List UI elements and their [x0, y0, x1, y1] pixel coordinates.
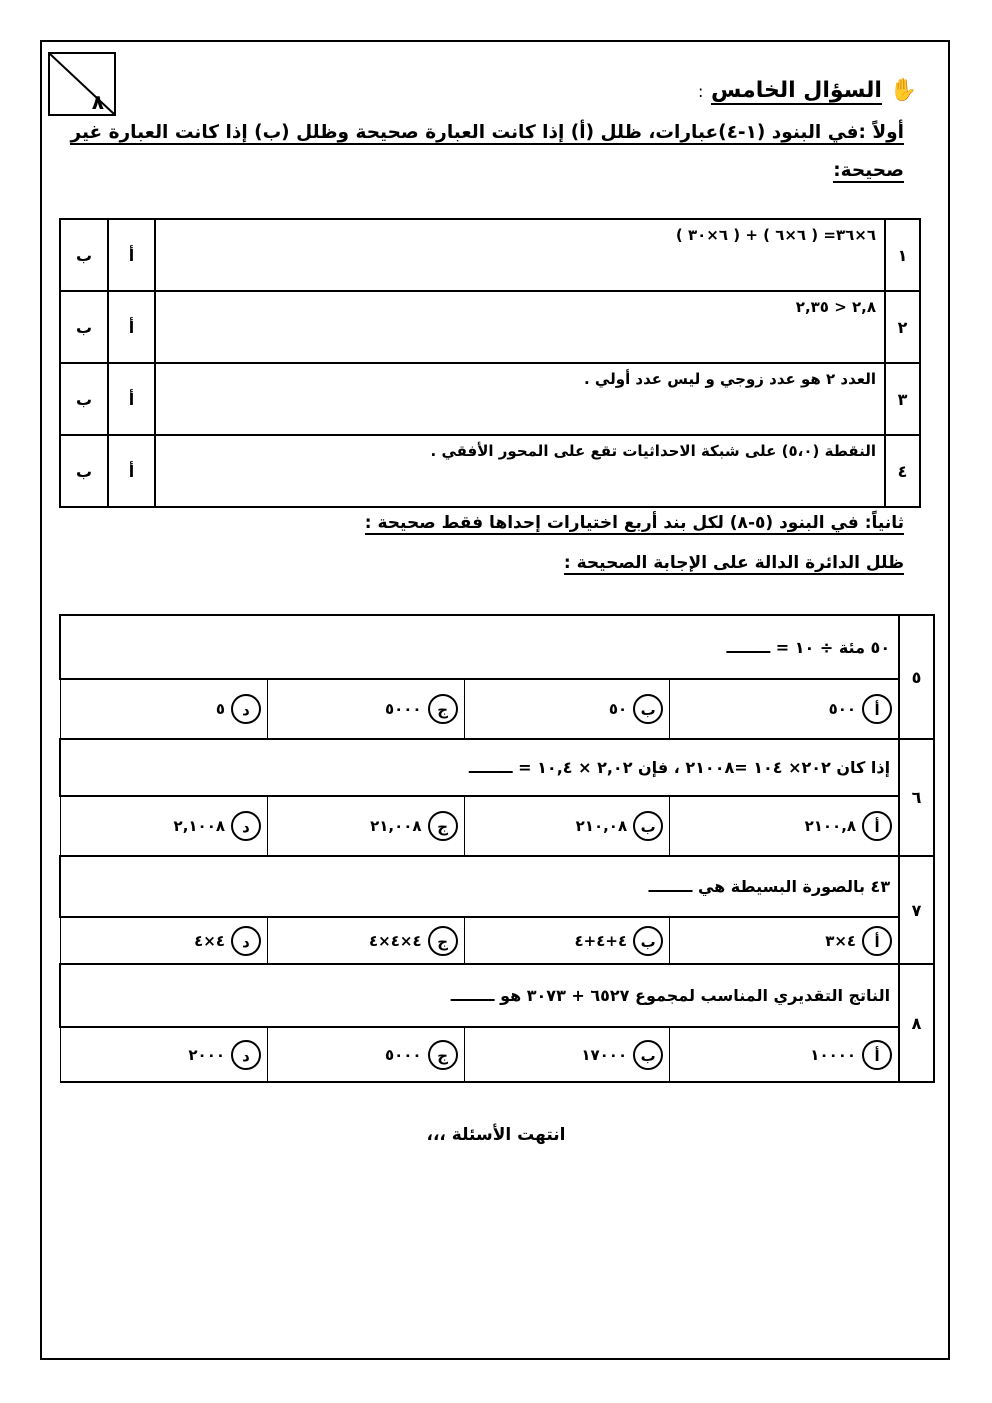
- question-row: ٥ ٥٠ مئة ÷ ١٠ = ــــــــ: [58, 614, 935, 740]
- statement-text: النقطة (٥،٠) على شبكة الاحداثيات تقع على…: [154, 434, 886, 508]
- part2-instruction-line2: ظلل الدائرة الدالة على الإجابة الصحيحة :: [563, 553, 904, 575]
- title-text: السؤال الخامس: [711, 78, 882, 105]
- answer-circle[interactable]: د: [231, 925, 262, 956]
- option-0[interactable]: أ ٤×٣: [669, 916, 900, 965]
- option-value: ٢٠٠٠: [188, 1045, 226, 1064]
- item-number: ٧: [898, 855, 935, 965]
- option-2[interactable]: ج ٢١,٠٠٨: [267, 795, 465, 857]
- answer-circle[interactable]: ب: [633, 694, 664, 724]
- answer-circle[interactable]: د: [231, 1039, 262, 1070]
- options-row: أ ٥٠٠ ب ٥٠ ج ٥٠٠٠ د٥: [59, 678, 934, 740]
- answer-circle[interactable]: ج: [427, 694, 458, 724]
- answer-circle[interactable]: د: [231, 694, 262, 724]
- answer-circle[interactable]: ب: [633, 811, 664, 841]
- question-text: ٥٠ مئة ÷ ١٠ = ــــــــ: [58, 614, 901, 680]
- option-value: ٤×٤: [194, 931, 226, 950]
- title-colon: :: [697, 82, 704, 101]
- answer-circle[interactable]: أ: [862, 694, 893, 724]
- option-2[interactable]: ج ٤×٤×٤: [267, 916, 465, 965]
- answer-circle[interactable]: أ: [862, 925, 893, 956]
- option-3[interactable]: د ٢,١٠٠٨: [59, 795, 269, 857]
- choice-a[interactable]: أ: [107, 290, 156, 364]
- part2-instruction-line1: ثانياً: في البنود (٥-٨) لكل بند أربع اخت…: [364, 513, 904, 535]
- end-text: انتهت الأسئلة ،،،: [426, 1125, 566, 1145]
- options-row: أ ٢١٠٠,٨ ب ٢١٠,٠٨ ج ٢١,٠٠٨ د ٢,١٠٠٨: [59, 795, 934, 857]
- statement-row: ٣ العدد ٢ هو عدد زوجي و ليس عدد أولي . أ…: [59, 362, 921, 436]
- statement-row: ٤ النقطة (٥،٠) على شبكة الاحداثيات تقع ع…: [59, 434, 921, 508]
- option-value: ٤×٣: [825, 931, 857, 950]
- option-value: ٢١,٠٠٨: [370, 817, 422, 835]
- option-value: ٥٠: [608, 700, 628, 718]
- answer-circle[interactable]: ج: [427, 1039, 458, 1070]
- item-number: ٣: [884, 362, 921, 436]
- score-box: ٨: [48, 52, 116, 116]
- section-title: ✋ السؤال الخامس :: [697, 78, 917, 105]
- part2-table: ٥ ٥٠ مئة ÷ ١٠ = ــــــــ أ٥٠٠ ب٥٠ ج٥٠٠٠ د٥ ٦ …: [58, 614, 935, 1083]
- item-number: ٦: [898, 738, 935, 857]
- option-value: ٢,١٠٠٨: [173, 817, 226, 835]
- option-0[interactable]: أ ٢١٠٠,٨: [669, 795, 900, 857]
- option-2[interactable]: ج ٥٠٠٠: [267, 678, 465, 740]
- option-2[interactable]: ج ٥٠٠٠: [267, 1026, 465, 1083]
- option-value: ٥٠٠٠: [384, 1045, 422, 1064]
- item-number: ٥: [898, 614, 935, 740]
- option-value: ٥: [215, 700, 226, 718]
- answer-circle[interactable]: ب: [633, 925, 664, 956]
- answer-circle[interactable]: ب: [633, 1039, 664, 1070]
- answer-circle[interactable]: د: [231, 811, 262, 841]
- option-1[interactable]: ب ٥٠: [463, 678, 671, 740]
- question-text: ٤٣ بالصورة البسيطة هي ــــــــ: [58, 855, 901, 918]
- question-text: الناتج التقديري المناسب لمجموع ٦٥٢٧ + ٣٠…: [58, 963, 901, 1028]
- answer-circle[interactable]: ج: [427, 811, 458, 841]
- option-1[interactable]: ب ٤+٤+٤: [463, 916, 671, 965]
- statement-text: ٦×٣٦= ( ٦×٦ ) + ( ٦×٣٠ ): [154, 218, 886, 292]
- choice-b[interactable]: ب: [59, 290, 109, 364]
- page-border: [40, 40, 950, 1360]
- options-row: أ ١٠٠٠٠ ب ١٧٠٠٠ ج ٥٠٠٠ د ٢٠٠٠: [59, 1026, 934, 1083]
- option-value: ٥٠٠٠: [384, 700, 422, 718]
- option-3[interactable]: د٥: [59, 678, 269, 740]
- hand-icon: ✋: [889, 78, 917, 103]
- choice-b[interactable]: ب: [59, 362, 109, 436]
- question-row: ٦ إذا كان ٢٠٢× ١٠٤ =٢١٠٠٨ ، فإن ٢,٠٢ × ١…: [58, 738, 935, 857]
- question-row: ٧ ٤٣ بالصورة البسيطة هي ــــــــ: [58, 855, 935, 965]
- choice-a[interactable]: أ: [107, 362, 156, 436]
- option-value: ٤×٤×٤: [368, 931, 422, 950]
- option-value: ٥٠٠: [828, 700, 857, 718]
- choice-b[interactable]: ب: [59, 218, 109, 292]
- answer-circle[interactable]: أ: [862, 811, 893, 841]
- statement-row: ٢ ٢,٨ < ٢,٣٥ أ ب: [59, 290, 921, 364]
- option-value: ٢١٠,٠٨: [575, 817, 628, 835]
- option-value: ١٧٠٠٠: [581, 1045, 628, 1064]
- statement-text: ٢,٨ < ٢,٣٥: [154, 290, 886, 364]
- option-value: ٤+٤+٤: [574, 931, 628, 950]
- item-number: ٢: [884, 290, 921, 364]
- item-number: ٤: [884, 434, 921, 508]
- option-3[interactable]: د ٢٠٠٠: [59, 1026, 269, 1083]
- question-row: ٨ الناتج التقديري المناسب لمجموع ٦٥٢٧ + …: [58, 963, 935, 1083]
- item-number: ٨: [898, 963, 935, 1083]
- item-number: ١: [884, 218, 921, 292]
- part1-instruction-line2: صحيحة:: [833, 160, 904, 183]
- choice-b[interactable]: ب: [59, 434, 109, 508]
- options-row: أ ٤×٣ ب ٤+٤+٤ ج ٤×٤×٤ د ٤×٤: [59, 916, 934, 965]
- option-0[interactable]: أ ٥٠٠: [669, 678, 900, 740]
- answer-circle[interactable]: ج: [427, 925, 458, 956]
- statement-text: العدد ٢ هو عدد زوجي و ليس عدد أولي .: [154, 362, 886, 436]
- option-value: ٢١٠٠,٨: [804, 817, 857, 835]
- choice-a[interactable]: أ: [107, 218, 156, 292]
- statement-row: ١ ٦×٣٦= ( ٦×٦ ) + ( ٦×٣٠ ) أ ب: [59, 218, 921, 292]
- diagonal-line: [50, 54, 114, 114]
- part1-instruction-line1: أولاً :في البنود (١-٤)عبارات، ظلل (أ) إذ…: [70, 122, 904, 145]
- option-1[interactable]: ب ١٧٠٠٠: [463, 1026, 671, 1083]
- answer-circle[interactable]: أ: [862, 1039, 893, 1070]
- option-3[interactable]: د ٤×٤: [59, 916, 269, 965]
- option-1[interactable]: ب ٢١٠,٠٨: [463, 795, 671, 857]
- choice-a[interactable]: أ: [107, 434, 156, 508]
- option-value: ١٠٠٠٠: [810, 1045, 857, 1064]
- option-0[interactable]: أ ١٠٠٠٠: [669, 1026, 900, 1083]
- question-text: إذا كان ٢٠٢× ١٠٤ =٢١٠٠٨ ، فإن ٢,٠٢ × ١٠,…: [58, 738, 901, 797]
- score-value: ٨: [91, 90, 104, 114]
